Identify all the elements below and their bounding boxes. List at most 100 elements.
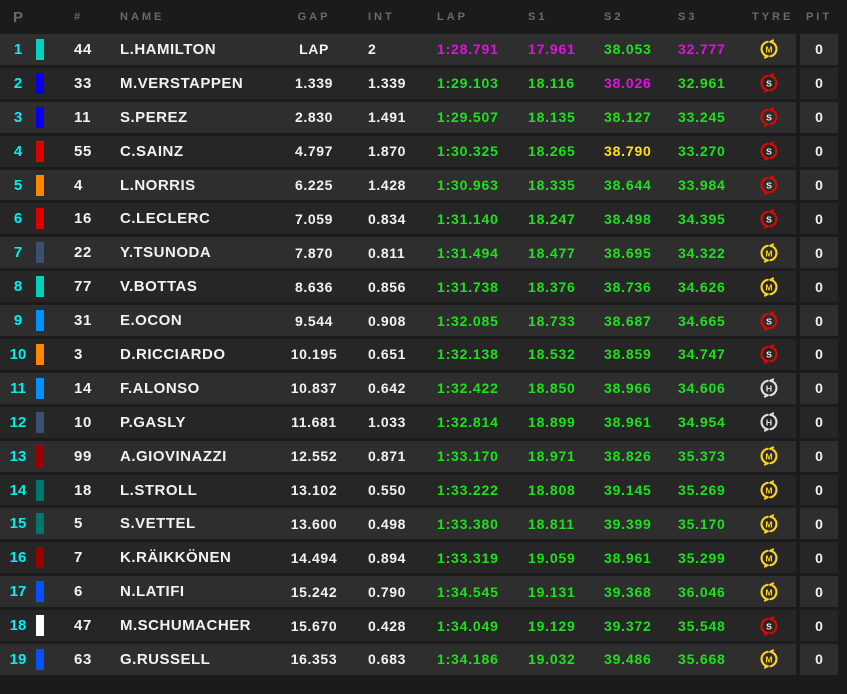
lap-time: 1:28.791 [437,41,499,58]
driver-row[interactable]: 3 11 S.PEREZ 2.830 1.491 1:29.507 18.135… [0,101,847,133]
lap-time: 1:34.545 [437,583,499,600]
sector3-time: 33.984 [678,177,726,193]
tyre-cell: M [752,445,796,467]
pit-count: 0 [815,549,823,566]
tyre-compound-icon: M [760,277,778,297]
interval-value: 0.790 [368,583,407,600]
team-color-bar [36,479,44,501]
lap-time: 1:34.186 [437,651,499,668]
sector3-time: 32.961 [678,75,726,92]
position-number: 13 [9,447,27,465]
tyre-compound-icon: M [760,243,778,263]
driver-row[interactable]: 12 10 P.GASLY 11.681 1.033 1:32.814 18.8… [0,406,847,438]
gap-value: 7.059 [294,210,334,227]
gap-value: 7.870 [294,244,334,261]
position-number: 1 [13,40,23,58]
sector2-time: 39.145 [604,482,652,499]
team-bar-cell [36,373,74,404]
sector3-time: 34.606 [678,380,726,397]
car-number: 18 [74,481,92,499]
svg-text:S: S [766,214,772,224]
pit-count: 0 [815,41,823,58]
sector1-time: 19.131 [528,583,576,600]
tyre-cell: S [752,343,796,365]
sector3-time: 34.626 [678,278,726,295]
sector2-time: 38.644 [604,177,652,193]
gap-value: 2.830 [294,109,334,126]
driver-row[interactable]: 17 6 N.LATIFI 15.242 0.790 1:34.545 19.1… [0,576,847,608]
team-bar-cell [36,475,74,506]
driver-row[interactable]: 8 77 V.BOTTAS 8.636 0.856 1:31.738 18.37… [0,271,847,303]
driver-row[interactable]: 14 18 L.STROLL 13.102 0.550 1:33.222 18.… [0,474,847,506]
position-number: 9 [13,312,23,330]
gap-value: 4.797 [294,143,334,160]
sector3-time: 33.245 [678,109,726,126]
driver-row[interactable]: 16 7 K.RÄIKKÖNEN 14.494 0.894 1:33.319 1… [0,542,847,574]
car-number: 99 [74,447,92,465]
tyre-cell: M [752,648,796,670]
driver-name: C.SAINZ [120,142,184,160]
tyre-cell: M [752,513,796,535]
svg-text:M: M [765,282,772,292]
car-number: 63 [74,650,92,668]
team-bar-cell [36,339,74,370]
interval-value: 0.811 [368,244,406,261]
sector2-time: 39.368 [604,583,652,600]
driver-row[interactable]: 2 33 M.VERSTAPPEN 1.339 1.339 1:29.103 1… [0,67,847,99]
sector3-time: 34.395 [678,210,726,227]
driver-row[interactable]: 15 5 S.VETTEL 13.600 0.498 1:33.380 18.8… [0,508,847,540]
lap-time: 1:29.103 [437,75,499,92]
header-sector3: S3 [678,11,698,23]
interval-value: 0.651 [368,346,407,363]
driver-row[interactable]: 7 22 Y.TSUNODA 7.870 0.811 1:31.494 18.4… [0,237,847,269]
team-bar-cell [36,542,74,573]
driver-row[interactable]: 5 4 L.NORRIS 6.225 1.428 1:30.963 18.335… [0,169,847,201]
car-number: 77 [74,278,92,296]
driver-row[interactable]: 10 3 D.RICCIARDO 10.195 0.651 1:32.138 1… [0,339,847,370]
sector1-time: 18.811 [528,515,575,532]
interval-value: 0.550 [368,482,407,499]
interval-value: 1.428 [368,177,407,193]
svg-text:H: H [766,418,772,428]
lap-time: 1:33.380 [437,515,499,532]
pit-count: 0 [815,346,823,363]
position-number: 4 [13,142,23,160]
svg-text:M: M [765,451,772,461]
sector3-time: 35.548 [678,617,726,634]
driver-row[interactable]: 13 99 A.GIOVINAZZI 12.552 0.871 1:33.170… [0,440,847,472]
tyre-compound-icon: S [760,209,778,229]
driver-row[interactable]: 4 55 C.SAINZ 4.797 1.870 1:30.325 18.265… [0,135,847,167]
header-sector2: S2 [604,11,624,23]
car-number: 16 [74,210,92,228]
tyre-compound-icon: S [760,107,778,127]
tyre-compound-icon: S [760,141,778,161]
sector1-time: 18.971 [528,448,576,465]
svg-text:M: M [765,248,772,258]
svg-text:M: M [765,519,772,529]
driver-row[interactable]: 19 63 G.RUSSELL 16.353 0.683 1:34.186 19… [0,644,847,675]
driver-row[interactable]: 9 31 E.OCON 9.544 0.908 1:32.085 18.733 … [0,305,847,337]
sector3-time: 34.322 [678,244,726,261]
driver-row[interactable]: 1 44 L.HAMILTON LAP 2 1:28.791 17.961 38… [0,34,847,65]
svg-text:M: M [765,553,772,563]
tyre-compound-icon: H [760,412,778,432]
header-gap: GAP [297,11,331,23]
sector1-time: 18.335 [528,177,576,193]
header-tyre: TYRE [752,11,794,23]
interval-value: 0.871 [368,448,407,465]
sector3-time: 35.170 [678,515,726,532]
driver-row[interactable]: 11 14 F.ALONSO 10.837 0.642 1:32.422 18.… [0,372,847,404]
sector2-time: 38.826 [604,448,652,465]
driver-name: G.RUSSELL [120,650,211,668]
sector3-time: 33.270 [678,143,726,160]
header-lap: LAP [437,11,468,23]
car-number: 31 [74,312,92,330]
tyre-cell: S [752,174,796,196]
pit-count: 0 [815,448,823,465]
driver-row[interactable]: 18 47 M.SCHUMACHER 15.670 0.428 1:34.049… [0,610,847,642]
driver-name: V.BOTTAS [120,278,198,296]
svg-text:M: M [765,655,772,665]
driver-row[interactable]: 6 16 C.LECLERC 7.059 0.834 1:31.140 18.2… [0,203,847,235]
lap-time: 1:29.507 [437,109,499,126]
car-number: 4 [74,176,83,194]
